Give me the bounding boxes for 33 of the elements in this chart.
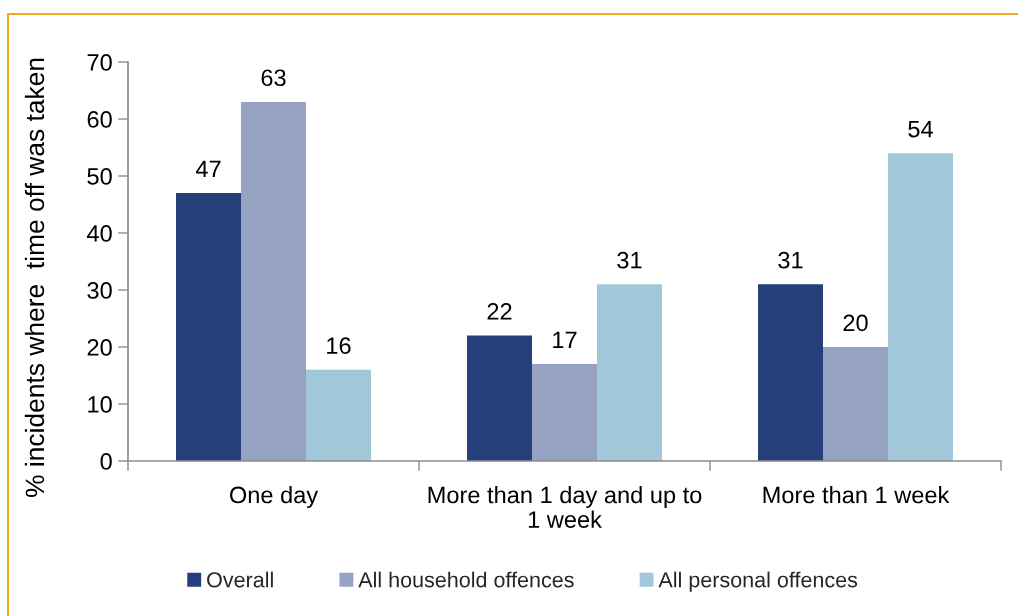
bar [823, 347, 888, 461]
x-tick-label: More than 1 day and up to 1 week [428, 486, 702, 528]
bar [758, 284, 823, 461]
bar [305, 369, 371, 461]
bar [887, 153, 953, 461]
data-label: 22 [487, 303, 512, 320]
y-tick-label: 20 [87, 339, 112, 356]
data-label: 47 [195, 160, 221, 178]
y-tick-label: 30 [87, 282, 112, 299]
data-label: 16 [327, 337, 351, 355]
y-tick-label: 0 [100, 453, 112, 470]
bar [596, 284, 662, 461]
legend-label: All household offences [358, 571, 574, 588]
data-label: 63 [261, 69, 286, 87]
legend-label: All personal offences [658, 571, 858, 592]
y-tick-label: 50 [87, 168, 112, 185]
data-label: 20 [843, 314, 868, 332]
y-tick-label: 40 [87, 225, 112, 242]
data-label: 31 [778, 251, 803, 269]
bar [241, 101, 306, 461]
data-label: 31 [617, 251, 642, 269]
y-tick-label: 10 [88, 396, 112, 413]
legend-label: Overall [207, 571, 273, 588]
data-label: 54 [908, 120, 933, 138]
bar [176, 193, 241, 461]
bar [467, 335, 532, 461]
y-axis-title: % incidents where time off was taken [24, 58, 45, 498]
bar [532, 364, 597, 461]
y-tick-label: 70 [87, 54, 112, 71]
x-tick-label: More than 1 week [763, 486, 950, 504]
y-tick-label: 60 [87, 111, 112, 128]
x-tick-label: One day [229, 486, 319, 509]
data-label: 17 [553, 331, 577, 349]
